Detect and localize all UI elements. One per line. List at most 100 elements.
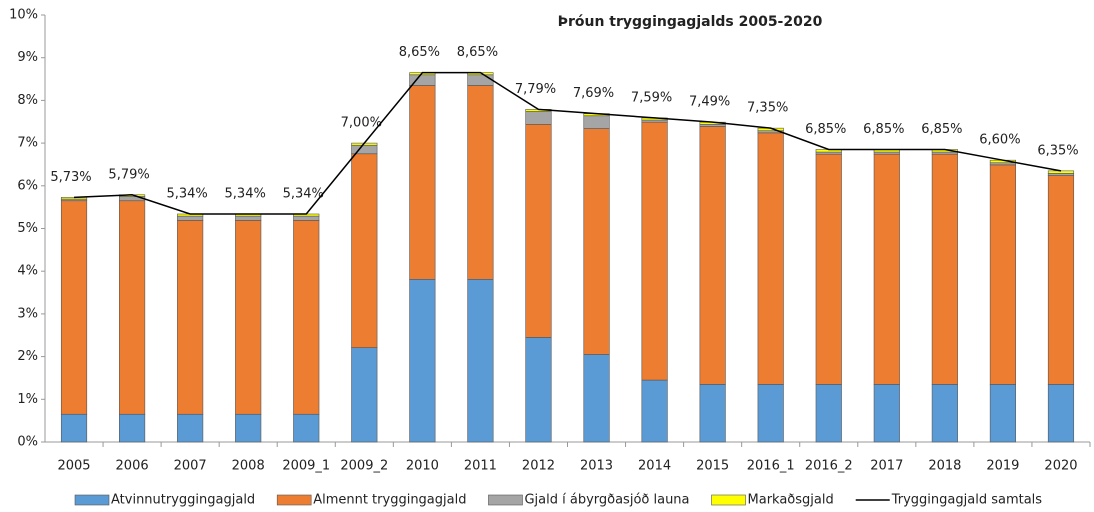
x-tick-label: 2016_1: [747, 459, 795, 474]
data-label: 7,69%: [573, 86, 614, 101]
bar-segment: [989, 162, 1016, 166]
bar-segment: [119, 413, 146, 443]
bar-segment: [641, 379, 668, 443]
data-label: 7,59%: [631, 90, 672, 105]
bar-segment: [699, 124, 726, 127]
data-label: 7,79%: [515, 82, 556, 97]
bar-segment: [525, 337, 552, 443]
legend-label: Atvinnutryggingagjald: [111, 493, 255, 508]
y-tick-label: 8%: [17, 93, 38, 108]
bar-segment: [525, 124, 552, 338]
x-tick-label: 2017: [870, 459, 903, 474]
x-tick-label: 2011: [464, 459, 497, 474]
bar-segment: [583, 354, 610, 443]
data-label: 6,85%: [863, 122, 904, 137]
bar-segment: [235, 215, 262, 221]
bar-segment: [583, 115, 610, 129]
x-tick-label: 2008: [232, 459, 265, 474]
legend-swatch: [711, 494, 746, 506]
bar-segment: [467, 279, 494, 443]
x-tick-label: 2018: [928, 459, 961, 474]
x-tick-label: 2016_2: [805, 459, 853, 474]
bar-segment: [757, 132, 784, 385]
bar-segment: [641, 121, 668, 381]
x-tick-label: 2012: [522, 459, 555, 474]
bar-segment: [351, 347, 378, 443]
bar-segment: [815, 151, 842, 155]
bar-segment: [583, 128, 610, 355]
y-tick-label: 0%: [17, 435, 38, 450]
data-label: 6,85%: [921, 122, 962, 137]
x-tick-label: 2020: [1044, 459, 1077, 474]
x-tick-label: 2013: [580, 459, 613, 474]
legend-label: Markaðsgjald: [748, 493, 834, 508]
x-tick-label: 2005: [57, 459, 90, 474]
x-tick-label: 2006: [116, 459, 149, 474]
bar-segment: [177, 413, 204, 443]
y-tick-label: 5%: [17, 221, 38, 236]
bar-segment: [293, 215, 320, 221]
x-tick-label: 2010: [406, 459, 439, 474]
y-tick-label: 3%: [17, 306, 38, 321]
data-label: 8,65%: [457, 45, 498, 60]
bar-segment: [525, 111, 552, 125]
x-tick-label: 2019: [986, 459, 1019, 474]
legend-label: Gjald í ábyrgðasjóð launa: [524, 493, 689, 508]
bar-segment: [699, 384, 726, 443]
bar-segment: [1047, 170, 1075, 174]
y-tick-label: 10%: [9, 8, 38, 23]
bar-segment: [931, 151, 958, 155]
bar-segment: [931, 153, 958, 385]
bar-segment: [989, 164, 1016, 385]
bar-segment: [1047, 384, 1075, 443]
legend-label: Almennt tryggingagjald: [313, 493, 466, 508]
data-label: 5,34%: [225, 186, 266, 201]
bar-segment: [815, 153, 842, 385]
legend-label: Tryggingagjald samtals: [891, 493, 1043, 508]
y-tick-label: 6%: [17, 178, 38, 193]
data-label: 7,35%: [747, 101, 788, 116]
bar-segment: [409, 85, 436, 280]
data-label: 7,49%: [689, 95, 730, 110]
x-tick-label: 2015: [696, 459, 729, 474]
legend-swatch: [74, 494, 110, 506]
x-tick-label: 2007: [174, 459, 207, 474]
bar-segment: [873, 384, 900, 443]
bar-segment: [177, 215, 204, 221]
bar-segment: [641, 119, 668, 123]
x-tick-label: 2014: [638, 459, 671, 474]
y-tick-label: 9%: [17, 50, 38, 65]
y-tick-label: 4%: [17, 264, 38, 279]
data-label: 5,34%: [166, 186, 207, 201]
total-line: [73, 71, 1062, 215]
bar-segment: [235, 413, 262, 443]
data-label: 6,35%: [1037, 143, 1078, 158]
bar-segment: [931, 384, 958, 443]
data-label: 6,85%: [805, 122, 846, 137]
bar-segment: [293, 220, 320, 415]
legend-swatch: [276, 494, 312, 506]
x-tick-label: 2009_1: [282, 459, 330, 474]
y-tick-label: 7%: [17, 136, 38, 151]
bar-segment: [409, 279, 436, 443]
y-tick-label: 2%: [17, 349, 38, 364]
data-label: 7,00%: [341, 116, 382, 131]
legend-swatch: [488, 494, 523, 506]
bar-segment: [873, 151, 900, 155]
data-label: 5,34%: [283, 186, 324, 201]
bar-segment: [351, 144, 378, 155]
bar-segment: [989, 384, 1016, 443]
bar-segment: [60, 200, 88, 415]
bar-segment: [235, 220, 262, 415]
bar-segment: [467, 85, 494, 280]
data-label: 8,65%: [399, 45, 440, 60]
data-label: 5,73%: [50, 170, 91, 185]
data-label: 6,60%: [979, 133, 1020, 148]
y-tick-label: 1%: [17, 392, 38, 407]
bar-segment: [815, 384, 842, 443]
bar-segment: [1047, 173, 1075, 176]
bar-segment: [351, 153, 378, 348]
bar-segment: [873, 153, 900, 385]
bar-segment: [60, 413, 88, 443]
